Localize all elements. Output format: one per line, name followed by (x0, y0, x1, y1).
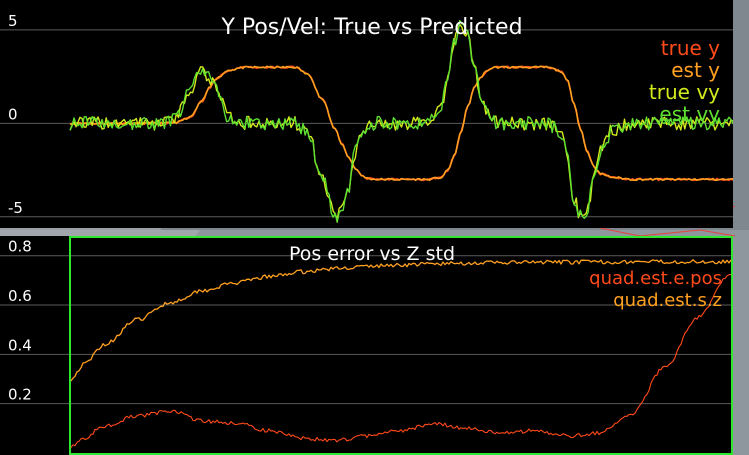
legend-entry-est-vy: est vy (659, 102, 720, 126)
series-line-est-y (69, 65, 733, 182)
legend-entry-true-vy: true vy (649, 80, 720, 104)
y-tick-label: 0.8 (8, 238, 32, 256)
y-tick-label: -5 (8, 199, 23, 217)
legend-entry-true-y: true y (661, 36, 720, 60)
y-tick-label: 5 (8, 12, 18, 30)
y-tick-label: 0.2 (8, 386, 32, 404)
chart-title: Pos error vs Z std (289, 243, 455, 265)
series-line-quad-est-e-pos (70, 273, 732, 448)
series-line-est-vy (69, 19, 733, 224)
chart-title: Y Pos/Vel: True vs Predicted (220, 15, 522, 40)
legend-entry-quad-est-e-pos: quad.est.e.pos (589, 268, 722, 289)
y-tick-label: 0.6 (8, 287, 32, 305)
series-line-quad-est-s-z (70, 259, 732, 382)
pos-error-chart: 0.8 0.6 0.4 0.2 Pos error vs Z std quad.est.e… (0, 236, 733, 455)
legend-entry-est-y: est y (671, 58, 720, 82)
y-tick-label: 0.4 (8, 336, 32, 354)
plot-frame (69, 236, 733, 455)
y-pos-vel-chart-panel: 5 0 -5 Y Pos/Vel: True vs Predicted true y es… (0, 0, 733, 228)
pos-error-chart-panel: 0.8 0.6 0.4 0.2 Pos error vs Z std quad.est.e… (0, 236, 733, 455)
y-tick-label: 0 (8, 105, 18, 123)
legend-entry-quad-est-s-z: quad.est.s.z (613, 290, 722, 311)
